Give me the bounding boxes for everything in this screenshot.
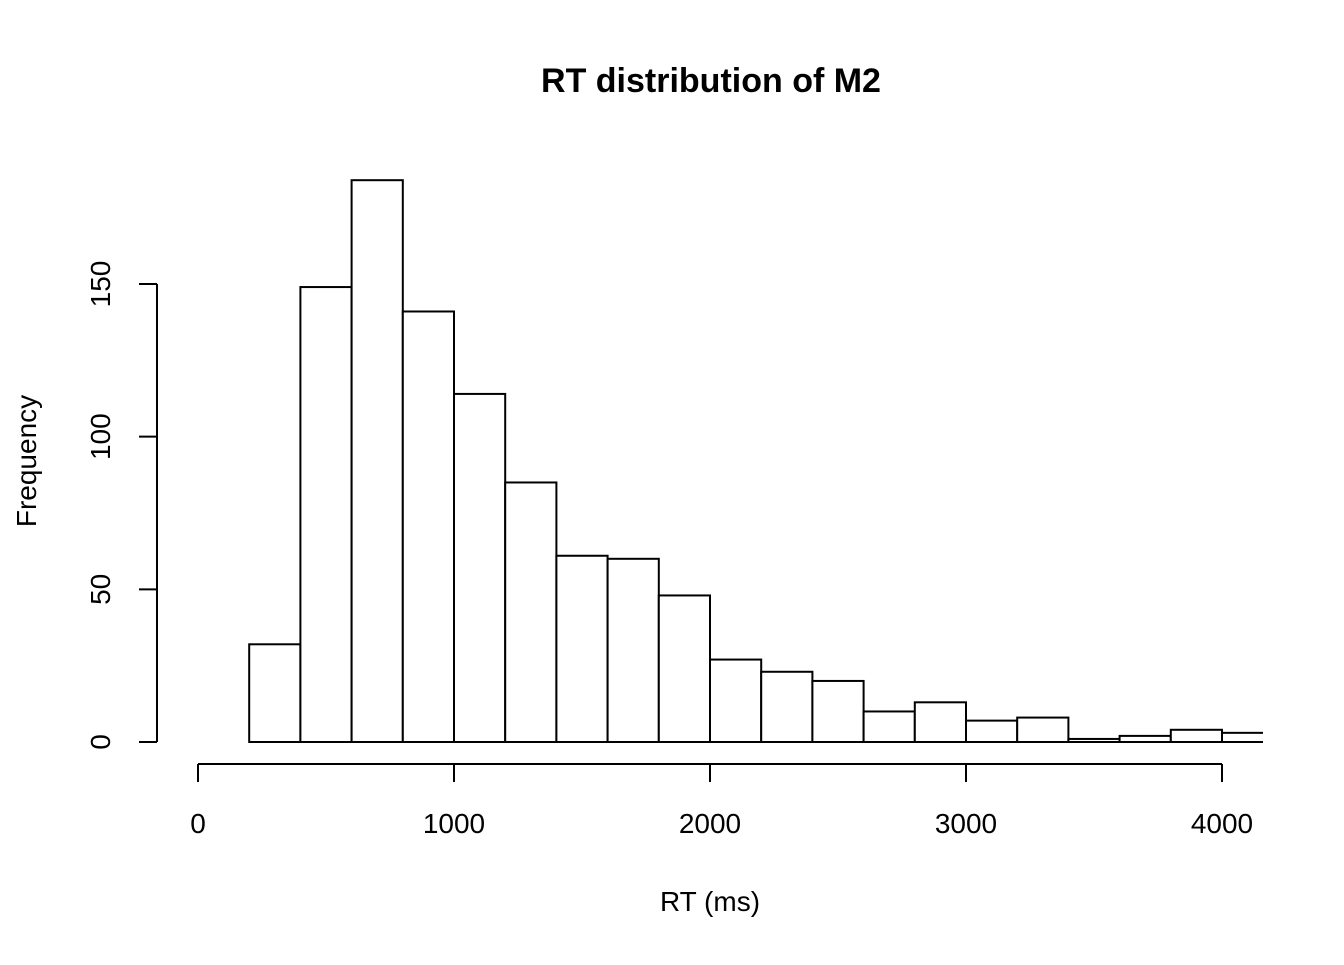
histogram-bar <box>1221 731 1263 743</box>
x-tick-label: 2000 <box>679 808 741 839</box>
y-tick-label: 100 <box>85 413 116 460</box>
histogram-bar <box>401 310 455 743</box>
histogram-bar <box>555 554 609 744</box>
histogram-bar <box>709 658 763 744</box>
chart-title: RT distribution of M2 <box>541 62 881 100</box>
histogram-bar <box>299 286 353 743</box>
histogram-bar <box>504 481 558 743</box>
histogram-bar <box>453 392 507 743</box>
histogram-bar <box>1169 728 1224 744</box>
histogram-bar <box>913 701 967 744</box>
histogram-bar <box>862 710 916 743</box>
x-tick-label: 0 <box>190 808 206 839</box>
histogram-bar <box>350 179 404 743</box>
histogram-bar <box>1067 737 1121 744</box>
y-tick-label: 50 <box>85 574 116 605</box>
y-axis-label: Frequency <box>11 395 42 527</box>
x-tick-label: 1000 <box>423 808 485 839</box>
histogram-bar <box>248 643 302 743</box>
y-tick-label: 150 <box>85 261 116 308</box>
histogram-bar <box>965 719 1019 743</box>
histogram-bar <box>606 557 660 743</box>
histogram-bar <box>760 670 814 744</box>
histogram-bar <box>1016 716 1070 744</box>
x-axis-label: RT (ms) <box>660 886 760 917</box>
histogram-bar <box>1118 734 1172 743</box>
x-tick-label: 3000 <box>935 808 997 839</box>
histogram-bar <box>657 594 711 743</box>
x-tick-label: 4000 <box>1191 808 1253 839</box>
histogram-bar <box>811 679 865 744</box>
y-tick-label: 0 <box>85 734 116 750</box>
